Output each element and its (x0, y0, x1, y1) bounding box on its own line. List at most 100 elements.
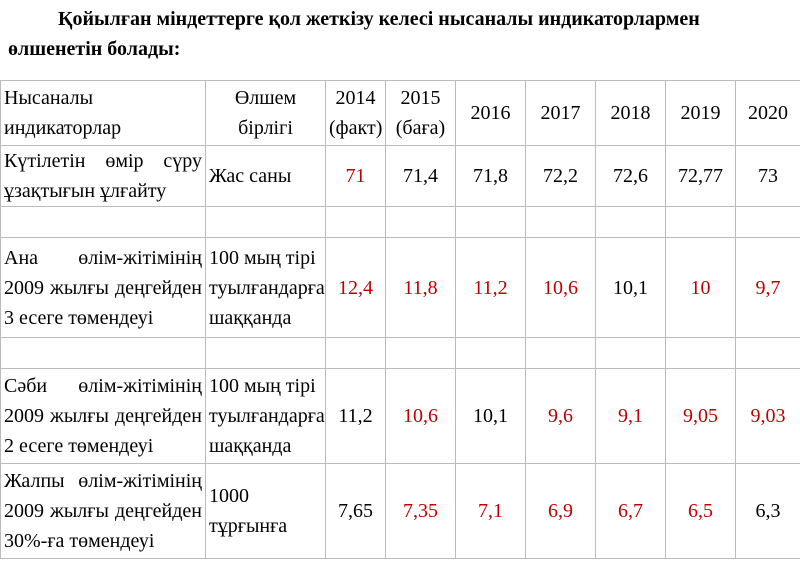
header-cell: Өлшем бірлігі (205, 80, 326, 146)
label-text: 3 есеге төмендеуі (4, 306, 154, 329)
header-row: Нысаналы индикаторлар Өлшем бірлігі 2014 (фак… (0, 80, 800, 146)
value-cell: 10,6 (385, 368, 456, 464)
empty-cell (455, 206, 526, 238)
unit-text: 100 мың тірі (209, 375, 316, 397)
label-text: 30%-ға төмендеуі (4, 530, 155, 552)
value-cell: 71 (325, 145, 386, 207)
header-cell: 2014 (факт) (325, 80, 386, 146)
unit-cell: Жас саны (205, 145, 326, 207)
header-text: Өлшем (234, 87, 297, 109)
year-text: 2015 (400, 87, 441, 109)
header-text: индикаторлар (4, 117, 122, 139)
empty-cell (665, 337, 736, 369)
empty-cell (0, 206, 206, 238)
header-cell: 2017 (525, 80, 596, 146)
empty-cell (525, 337, 596, 369)
value-cell: 72,77 (665, 145, 736, 207)
label-text: 2 есеге төмендеуі (4, 435, 154, 457)
year-text: 2016 (470, 102, 511, 124)
year-text: 2014 (335, 87, 376, 109)
unit-text: 100 мың тірі (209, 246, 316, 269)
header-cell: 2015 (баға) (385, 80, 456, 146)
unit-text: шаққанда (209, 306, 292, 329)
value-cell: 72,6 (595, 145, 666, 207)
empty-cell (735, 206, 800, 238)
unit-text: туылғандарға (209, 405, 325, 427)
year-text: 2017 (540, 102, 581, 124)
value-cell: 10 (665, 237, 736, 338)
value-cell: 7,35 (385, 463, 456, 559)
unit-text: шаққанда (209, 435, 292, 457)
header-text: Нысаналы (4, 87, 94, 109)
label-cell: Күтілетін өмір сүру ұзақтығын ұлғайту (0, 145, 206, 207)
spacer-row (0, 206, 800, 238)
value-cell: 11,2 (325, 368, 386, 464)
year-text: (баға) (395, 117, 446, 139)
header-cell: 2020 (735, 80, 800, 146)
value-cell: 9,03 (735, 368, 800, 464)
label-text: Сәби өлім-жітімінің (4, 375, 202, 397)
indicator-table: Нысаналы индикаторлар Өлшем бірлігі 2014 (фак… (0, 80, 800, 559)
value-cell: 10,1 (595, 237, 666, 338)
empty-cell (595, 337, 666, 369)
value-cell: 71,8 (455, 145, 526, 207)
header-text: бірлігі (238, 117, 293, 139)
year-text: 2018 (610, 102, 651, 124)
unit-text: Жас саны (209, 165, 292, 187)
unit-cell: 100 мың тірі туылғандарға шаққанда (205, 368, 326, 464)
unit-text: тұрғынға (209, 515, 288, 537)
label-text: 2009 жылғы деңгейден (4, 500, 202, 522)
empty-cell (0, 337, 206, 369)
empty-cell (665, 206, 736, 238)
value-cell: 10,6 (525, 237, 596, 338)
empty-cell (455, 337, 526, 369)
unit-cell: 1000 тұрғынға (205, 463, 326, 559)
header-cell: Нысаналы индикаторлар (0, 80, 206, 146)
label-text: Күтілетін өмір сүру (4, 150, 202, 172)
label-text: Ана өлім-жітімінің (4, 246, 202, 269)
label-text: 2009 жылғы деңгейден (4, 276, 202, 299)
data-row: Сәби өлім-жітімінің 2009 жылғы деңгейден 2… (0, 368, 800, 464)
empty-cell (205, 337, 326, 369)
empty-cell (595, 206, 666, 238)
value-cell: 71,4 (385, 145, 456, 207)
value-cell: 6,5 (665, 463, 736, 559)
heading: Қойылған міндеттерге қол жеткізу келесі … (8, 8, 700, 60)
value-cell: 11,8 (385, 237, 456, 338)
header-cell: 2018 (595, 80, 666, 146)
header-cell: 2019 (665, 80, 736, 146)
value-cell: 11,2 (455, 237, 526, 338)
value-cell: 7,1 (455, 463, 526, 559)
value-cell: 9,7 (735, 237, 800, 338)
value-cell: 7,65 (325, 463, 386, 559)
year-text: 2019 (680, 102, 721, 124)
value-cell: 6,9 (525, 463, 596, 559)
value-cell: 9,6 (525, 368, 596, 464)
label-text: 2009 жылғы деңгейден (4, 405, 202, 427)
label-text: Жалпы өлім-жітімінің (4, 470, 202, 492)
year-text: (факт) (329, 117, 383, 139)
empty-cell (325, 206, 386, 238)
spacer-row (0, 337, 800, 369)
value-cell: 73 (735, 145, 800, 207)
unit-cell: 100 мың тірі туылғандарға шаққанда (205, 237, 326, 338)
empty-cell (205, 206, 326, 238)
label-cell: Сәби өлім-жітімінің 2009 жылғы деңгейден 2… (0, 368, 206, 464)
value-cell: 12,4 (325, 237, 386, 338)
data-row: Ана өлім-жітімінің 2009 жылғы деңгейден 3 … (0, 237, 800, 338)
value-cell: 6,3 (735, 463, 800, 559)
empty-cell (525, 206, 596, 238)
empty-cell (385, 337, 456, 369)
empty-cell (385, 206, 456, 238)
year-text: 2020 (748, 102, 788, 124)
value-cell: 6,7 (595, 463, 666, 559)
data-row: Жалпы өлім-жітімінің 2009 жылғы деңгейден… (0, 463, 800, 559)
empty-cell (735, 337, 800, 369)
value-cell: 10,1 (455, 368, 526, 464)
unit-text: 1000 (209, 485, 249, 507)
value-cell: 9,05 (665, 368, 736, 464)
header-cell: 2016 (455, 80, 526, 146)
unit-text: туылғандарға (209, 276, 325, 299)
data-row: Күтілетін өмір сүру ұзақтығын ұлғайту Жас … (0, 145, 800, 207)
